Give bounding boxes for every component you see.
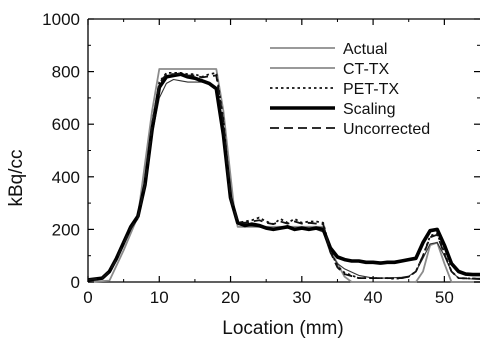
legend-label-pet-tx: PET-TX (343, 81, 399, 98)
x-tick-label: 20 (221, 288, 240, 307)
y-tick-label: 200 (52, 220, 80, 239)
x-tick-label: 30 (292, 288, 311, 307)
legend: Actual CT-TX PET-TX Scaling Uncorrected (270, 41, 430, 138)
y-tick-label: 400 (52, 168, 80, 187)
legend-label-ct-tx: CT-TX (343, 61, 390, 78)
y-tick-label: 0 (71, 273, 80, 292)
y-tick-label: 1000 (42, 10, 80, 29)
x-tick-label: 50 (435, 288, 454, 307)
series-line-scaling (87, 72, 480, 282)
x-tick-label: 0 (83, 288, 92, 307)
x-axis-label: Location (mm) (222, 318, 343, 339)
y-tick-label: 800 (52, 63, 80, 82)
x-tick-label: 40 (364, 288, 383, 307)
legend-label-actual: Actual (343, 41, 387, 58)
series-layer (87, 68, 480, 283)
y-axis-label: kBq/cc (6, 149, 27, 206)
legend-label-uncorrected: Uncorrected (343, 121, 430, 138)
x-tick-label: 10 (150, 288, 169, 307)
legend-label-scaling: Scaling (343, 101, 395, 118)
y-tick-label: 600 (52, 115, 80, 134)
ticks-layer: 0 200 400 600 800 1000 0 10 20 30 40 50 (42, 10, 480, 307)
